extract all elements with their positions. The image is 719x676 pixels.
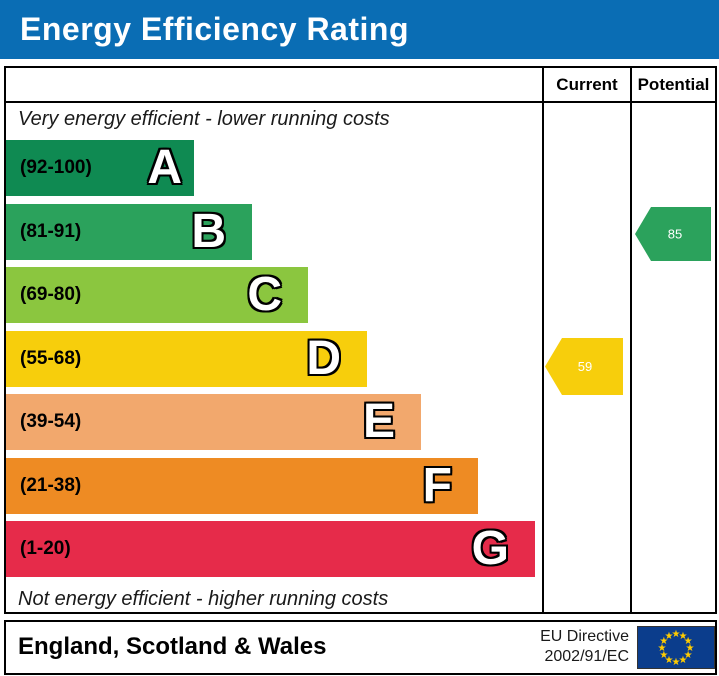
svg-text:★: ★ xyxy=(659,636,668,647)
band-f-bar: (21-38) F xyxy=(6,458,478,514)
potential-rating-value: 85 xyxy=(668,227,682,242)
band-c-bar: (69-80) C xyxy=(6,267,308,323)
band-g-letter: G xyxy=(471,522,509,575)
band-e-range-label: (39-54) xyxy=(20,411,82,432)
region-label: England, Scotland & Wales xyxy=(18,633,327,660)
svg-text:★: ★ xyxy=(658,643,667,654)
band-e-letter: E xyxy=(362,395,395,448)
eu-directive-line1: EU Directive xyxy=(540,628,629,645)
header-divider-line xyxy=(6,101,715,103)
current-rating-value: 59 xyxy=(578,359,592,374)
band-b-bar: (81-91) B xyxy=(6,204,252,260)
eu-flag-icon: ★ ★ ★ ★ ★ ★ ★ ★ ★ ★ ★ ★ xyxy=(637,626,715,669)
footer-bar: England, Scotland & Wales EU Directive 2… xyxy=(4,620,717,675)
band-d-range-label: (55-68) xyxy=(20,348,82,369)
band-b-range-label: (81-91) xyxy=(20,221,82,242)
svg-text:★: ★ xyxy=(659,650,668,661)
svg-text:★: ★ xyxy=(679,655,688,666)
top-note: Very energy efficient - lower running co… xyxy=(18,108,390,130)
potential-column-header: Potential xyxy=(637,75,710,94)
current-column-header: Current xyxy=(556,75,618,94)
potential-rating-arrow: 85 xyxy=(635,207,711,261)
band-g-bar: (1-20) G xyxy=(6,521,535,577)
svg-text:★: ★ xyxy=(665,655,674,666)
svg-text:★: ★ xyxy=(672,629,681,640)
svg-text:★: ★ xyxy=(672,657,681,668)
rating-table: Current Potential Very energy efficient … xyxy=(4,66,717,614)
band-f-range-label: (21-38) xyxy=(20,475,82,496)
current-column-divider xyxy=(542,68,544,612)
band-f-letter: F xyxy=(422,459,452,512)
svg-text:★: ★ xyxy=(679,631,688,642)
bottom-note: Not energy efficient - higher running co… xyxy=(18,588,389,610)
current-rating-arrow: 59 xyxy=(545,338,623,395)
band-g-range-label: (1-20) xyxy=(20,538,71,559)
band-b-letter: B xyxy=(191,205,226,258)
band-d-bar: (55-68) D xyxy=(6,331,367,387)
band-c-range-label: (69-80) xyxy=(20,284,82,305)
eu-directive-line2: 2002/91/EC xyxy=(544,648,629,665)
eu-directive-label: EU Directive 2002/91/EC xyxy=(540,627,629,667)
band-d-letter: D xyxy=(306,332,341,385)
svg-text:★: ★ xyxy=(686,643,695,654)
band-a-letter: A xyxy=(147,141,182,194)
band-a-bar: (92-100) A xyxy=(6,140,194,196)
svg-text:★: ★ xyxy=(684,650,693,661)
svg-text:★: ★ xyxy=(684,636,693,647)
potential-column-divider xyxy=(630,68,632,612)
band-c-letter: C xyxy=(247,268,282,321)
svg-text:★: ★ xyxy=(665,631,674,642)
band-a-range-label: (92-100) xyxy=(20,157,92,178)
title-bar: Energy Efficiency Rating xyxy=(0,0,719,59)
page-title: Energy Efficiency Rating xyxy=(20,11,409,47)
band-e-bar: (39-54) E xyxy=(6,394,421,450)
